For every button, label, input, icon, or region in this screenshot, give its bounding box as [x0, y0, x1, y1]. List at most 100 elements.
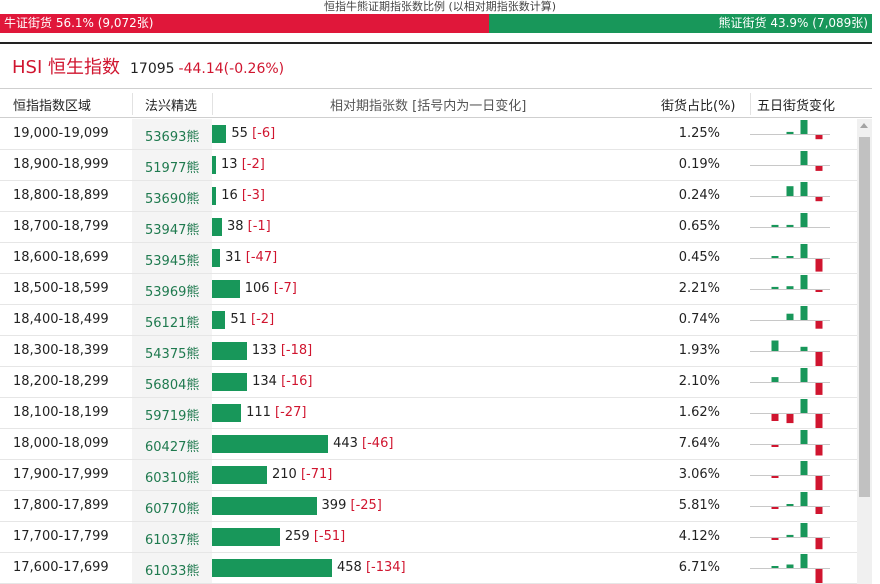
range-cell: 18,600-18,699 [13, 250, 109, 265]
five-day-trend [750, 306, 830, 329]
header-separator [750, 93, 751, 115]
count-bar [212, 311, 226, 329]
five-day-trend [750, 151, 830, 171]
header-warrant[interactable]: 法兴精选 [145, 99, 198, 114]
warrant-code-link[interactable]: 60770熊 [145, 502, 200, 517]
count-value: 133 [251, 343, 277, 358]
count-value: 31 [225, 250, 242, 265]
warrant-code-link[interactable]: 53945熊 [145, 254, 200, 269]
warrant-code-link[interactable]: 51977熊 [145, 161, 200, 176]
count-bar [212, 125, 227, 143]
count-value: 259 [284, 529, 310, 544]
warrant-code-link[interactable]: 59719熊 [145, 409, 200, 424]
share-cell: 0.65% [678, 219, 720, 234]
range-cell: 18,000-18,099 [13, 436, 109, 451]
count-cell: 399 [-25] [322, 498, 382, 513]
trend-bar [786, 256, 794, 258]
table-row[interactable]: 18,200-18,299 56804熊 134 [-16] 2.10% [0, 367, 857, 398]
table-row[interactable]: 17,900-17,999 60310熊 210 [-71] 3.06% [0, 460, 857, 491]
scroll-up-arrow-icon[interactable] [860, 123, 868, 128]
five-day-trend [750, 182, 830, 202]
trend-bar [815, 135, 823, 140]
warrant-cell: 53945熊 [132, 243, 212, 273]
table-row[interactable]: 18,500-18,599 53969熊 106 [-7] 2.21% [0, 274, 857, 305]
warrant-code-link[interactable]: 54375熊 [145, 347, 200, 362]
header-range[interactable]: 恒指指数区域 [13, 99, 92, 114]
count-change: [-134] [365, 560, 406, 575]
share-cell: 2.21% [678, 281, 720, 296]
count-bar [212, 497, 317, 515]
count-cell: 259 [-51] [285, 529, 345, 544]
table-header: 恒指指数区域 法兴精选 相对期指张数 [括号内为一日变化] 街货占比(%) 五日… [0, 88, 872, 118]
share-cell: 7.64% [678, 436, 720, 451]
count-cell: 51 [-2] [230, 312, 274, 327]
range-cell: 18,800-18,899 [13, 188, 109, 203]
chart-caption: 恒指牛熊证期指张数比例 (以相对期指张数计算) [323, 0, 557, 13]
trend-bar [786, 286, 794, 289]
table-row[interactable]: 17,600-17,699 61033熊 458 [-134] 6.71% [0, 553, 857, 584]
trend-bar [771, 340, 779, 351]
share-cell: 0.24% [678, 188, 720, 203]
warrant-code-link[interactable]: 61037熊 [145, 533, 200, 548]
scroll-thumb[interactable] [859, 137, 870, 497]
range-cell: 19,000-19,099 [13, 126, 109, 141]
header-trend[interactable]: 五日街货变化 [757, 99, 836, 114]
warrant-cell: 59719熊 [132, 398, 212, 428]
trend-bar [815, 166, 823, 171]
table-row[interactable]: 17,700-17,799 61037熊 259 [-51] 4.12% [0, 522, 857, 553]
count-value: 399 [321, 498, 347, 513]
table-row[interactable]: 18,800-18,899 53690熊 16 [-3] 0.24% [0, 181, 857, 212]
range-cell: 17,600-17,699 [13, 560, 109, 575]
vertical-scrollbar[interactable] [857, 119, 872, 584]
trend-bar [786, 504, 794, 506]
warrant-code-link[interactable]: 53947熊 [145, 223, 200, 238]
warrant-code-link[interactable]: 61033熊 [145, 564, 200, 579]
five-day-trend [750, 523, 830, 550]
range-cell: 17,900-17,999 [13, 467, 109, 482]
trend-bar [815, 569, 823, 583]
share-cell: 1.25% [678, 126, 720, 141]
table-row[interactable]: 19,000-19,099 53693熊 55 [-6] 1.25% [0, 119, 857, 150]
count-bar [212, 280, 240, 298]
table-row[interactable]: 18,100-18,199 59719熊 111 [-27] 1.62% [0, 398, 857, 429]
warrant-code-link[interactable]: 60310熊 [145, 471, 200, 486]
warrant-code-link[interactable]: 53969熊 [145, 285, 200, 300]
warrant-code-link[interactable]: 53693熊 [145, 130, 200, 145]
header-share[interactable]: 街货占比(%) [661, 99, 736, 114]
table-row[interactable]: 17,800-17,899 60770熊 399 [-25] 5.81% [0, 491, 857, 522]
warrant-code-link[interactable]: 60427熊 [145, 440, 200, 455]
share-cell: 0.45% [678, 250, 720, 265]
trend-bar [800, 120, 808, 134]
count-change: [-51] [313, 529, 346, 544]
table-row[interactable]: 18,300-18,399 54375熊 133 [-18] 1.93% [0, 336, 857, 367]
table-row[interactable]: 18,000-18,099 60427熊 443 [-46] 7.64% [0, 429, 857, 460]
warrant-code-link[interactable]: 53690熊 [145, 192, 200, 207]
count-value: 55 [231, 126, 248, 141]
count-value: 458 [337, 560, 362, 575]
table-row[interactable]: 18,400-18,499 56121熊 51 [-2] 0.74% [0, 305, 857, 336]
table-row[interactable]: 18,700-18,799 53947熊 38 [-1] 0.65% [0, 212, 857, 243]
table-row[interactable]: 18,600-18,699 53945熊 31 [-47] 0.45% [0, 243, 857, 274]
header-count[interactable]: 相对期指张数 [括号内为一日变化] [330, 99, 527, 114]
share-cell: 5.81% [678, 498, 720, 513]
trend-bar [786, 131, 794, 134]
five-day-trend [750, 275, 830, 292]
share-cell: 3.06% [678, 467, 720, 482]
count-change: [-2] [241, 157, 265, 172]
warrant-cell: 56121熊 [132, 305, 212, 335]
warrant-code-link[interactable]: 56121熊 [145, 316, 200, 331]
table-row[interactable]: 18,900-18,999 51977熊 13 [-2] 0.19% [0, 150, 857, 181]
bull-ratio-segment: 牛证街货 56.1% (9,072张) [0, 14, 490, 33]
count-cell: 55 [-6] [231, 126, 275, 141]
trend-bar [815, 290, 823, 292]
five-day-trend [750, 368, 830, 395]
trend-bar [800, 430, 808, 444]
trend-bar [800, 213, 808, 227]
range-cell: 18,100-18,199 [13, 405, 109, 420]
range-cell: 18,700-18,799 [13, 219, 109, 234]
warrant-code-link[interactable]: 56804熊 [145, 378, 200, 393]
count-bar [212, 559, 332, 577]
trend-bar [771, 224, 779, 227]
trend-bar [771, 538, 779, 540]
share-cell: 0.74% [678, 312, 720, 327]
